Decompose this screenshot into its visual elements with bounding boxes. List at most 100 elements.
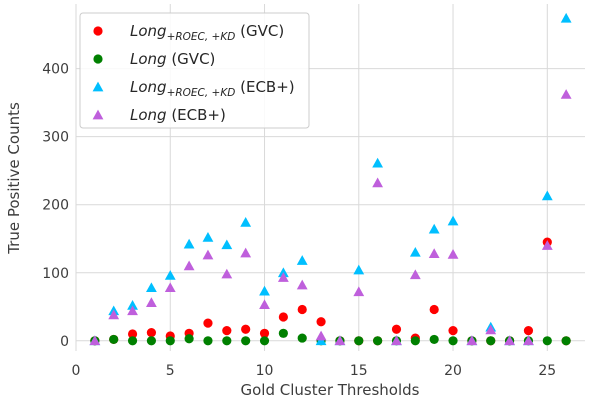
y-tick-label: 200 (42, 198, 69, 214)
x-tick-label: 0 (72, 363, 81, 379)
data-point (429, 334, 439, 345)
x-tick-label: 20 (444, 363, 462, 379)
data-point (372, 177, 384, 188)
data-point (541, 240, 553, 250)
data-point (183, 260, 195, 271)
data-point (560, 89, 572, 99)
data-point (373, 336, 383, 346)
data-point (146, 336, 157, 346)
data-point (183, 238, 195, 249)
data-point (127, 329, 138, 339)
legend-marker (92, 109, 104, 120)
data-point (184, 334, 194, 344)
data-point (241, 336, 251, 346)
data-point (541, 190, 553, 201)
data-point (542, 336, 552, 346)
data-point (354, 336, 364, 346)
data-point (448, 336, 458, 346)
legend-marker (92, 81, 104, 92)
data-point (428, 223, 440, 234)
data-point (297, 304, 307, 315)
data-point (466, 335, 478, 346)
data-point (523, 335, 534, 346)
data-point (409, 269, 421, 280)
series-4 (89, 89, 572, 346)
data-point (447, 248, 459, 259)
data-point (316, 317, 326, 327)
legend-marker (93, 26, 103, 36)
data-point (222, 325, 232, 336)
data-point (146, 297, 157, 308)
data-point (221, 268, 233, 279)
data-point (259, 336, 270, 346)
legend: Long+ROEC, +KD (GVC) Long (GVC) Long+ROEC,… (79, 12, 310, 129)
legend-entry-label: Long+ROEC, +KD (GVC) (130, 22, 284, 43)
data-point (409, 246, 421, 257)
x-axis-label: Gold Cluster Thresholds (240, 381, 419, 399)
data-point (127, 336, 138, 346)
y-tick-label: 100 (42, 266, 69, 282)
data-point (240, 247, 252, 258)
y-tick-label: 400 (42, 62, 69, 78)
x-tick-label: 5 (166, 363, 175, 379)
data-point (222, 336, 232, 346)
data-point (296, 279, 308, 290)
tick-labels: 0 5 10 15 20 25 0 100 200 300 400 (42, 62, 556, 379)
x-tick-label: 25 (538, 363, 556, 379)
data-point (165, 336, 175, 346)
legend-entry-label: Long (GVC) (130, 50, 215, 68)
data-point (202, 249, 214, 260)
y-axis-label: True Positive Counts (5, 102, 23, 255)
data-point (315, 330, 327, 341)
data-point (127, 305, 138, 316)
data-point (202, 231, 214, 242)
data-point (296, 255, 308, 265)
data-point (428, 248, 440, 259)
y-tick-label: 0 (60, 334, 69, 350)
data-point (334, 335, 346, 346)
legend-marker (93, 54, 103, 64)
data-point (353, 264, 365, 275)
data-point (127, 300, 138, 310)
data-point (523, 325, 534, 336)
data-point (429, 304, 439, 315)
data-point (203, 336, 213, 346)
data-markers (89, 12, 572, 346)
data-point (447, 215, 459, 226)
data-point (410, 336, 420, 346)
data-point (391, 324, 402, 334)
data-point (278, 312, 288, 322)
data-point (259, 328, 270, 338)
x-tick-label: 15 (350, 363, 368, 379)
data-point (561, 336, 571, 346)
data-point (391, 335, 402, 346)
data-point (108, 309, 120, 320)
y-tick-label: 300 (42, 130, 69, 146)
data-point (164, 270, 176, 280)
data-point (277, 272, 289, 282)
legend-box (79, 12, 310, 129)
data-point (297, 333, 307, 343)
data-point (164, 282, 176, 293)
data-point (146, 328, 157, 338)
data-point (486, 336, 496, 346)
x-tick-label: 10 (256, 363, 274, 379)
data-point (221, 239, 233, 250)
legend-entry-label: Long (ECB+) (130, 106, 226, 124)
data-point (240, 217, 252, 227)
data-point (241, 324, 251, 334)
data-point (448, 325, 458, 336)
legend-entry-label: Long+ROEC, +KD (ECB+) (130, 78, 295, 99)
data-point (109, 334, 119, 345)
data-point (353, 286, 365, 297)
data-point (146, 282, 157, 293)
data-point (485, 324, 497, 335)
data-point (278, 328, 288, 338)
data-point (203, 318, 213, 328)
data-point (560, 12, 572, 23)
data-point (504, 335, 515, 346)
data-point (259, 285, 270, 296)
data-point (89, 335, 101, 346)
data-point (372, 157, 384, 168)
